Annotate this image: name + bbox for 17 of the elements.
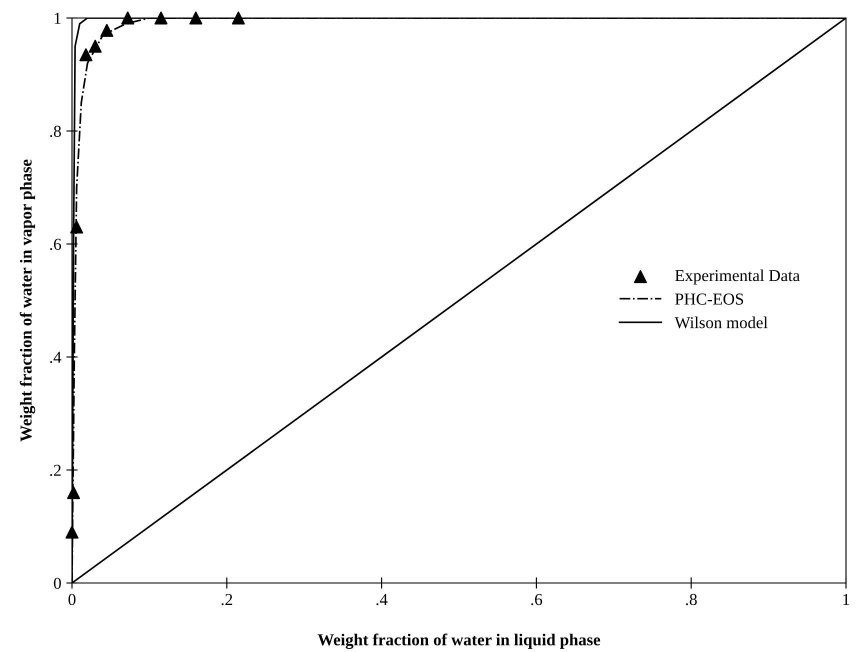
x-tick-label: 0 — [68, 594, 76, 606]
y-axis-title: Weight fraction of water in vapor phase — [20, 160, 36, 442]
y-tick-label: 0 — [54, 578, 61, 589]
legend-label: Wilson model — [674, 316, 768, 328]
x-tick-label: .8 — [686, 594, 697, 606]
x-tick-label: 1 — [843, 594, 850, 605]
legend-label: PHC-EOS — [675, 294, 744, 305]
x-tick-label: .2 — [222, 594, 232, 606]
x-tick-label: .4 — [376, 594, 388, 606]
y-tick-label: .8 — [50, 126, 61, 138]
y-tick-label: .2 — [50, 464, 61, 476]
y-tick-label: 1 — [54, 12, 61, 24]
y-tick-label: .6 — [50, 238, 62, 250]
y-tick-label: .4 — [50, 352, 62, 364]
x-tick-label: .6 — [531, 594, 542, 606]
x-axis-title: Weight fraction of water in liquid phase — [318, 634, 600, 649]
legend-label: Experimental Data — [675, 269, 800, 285]
